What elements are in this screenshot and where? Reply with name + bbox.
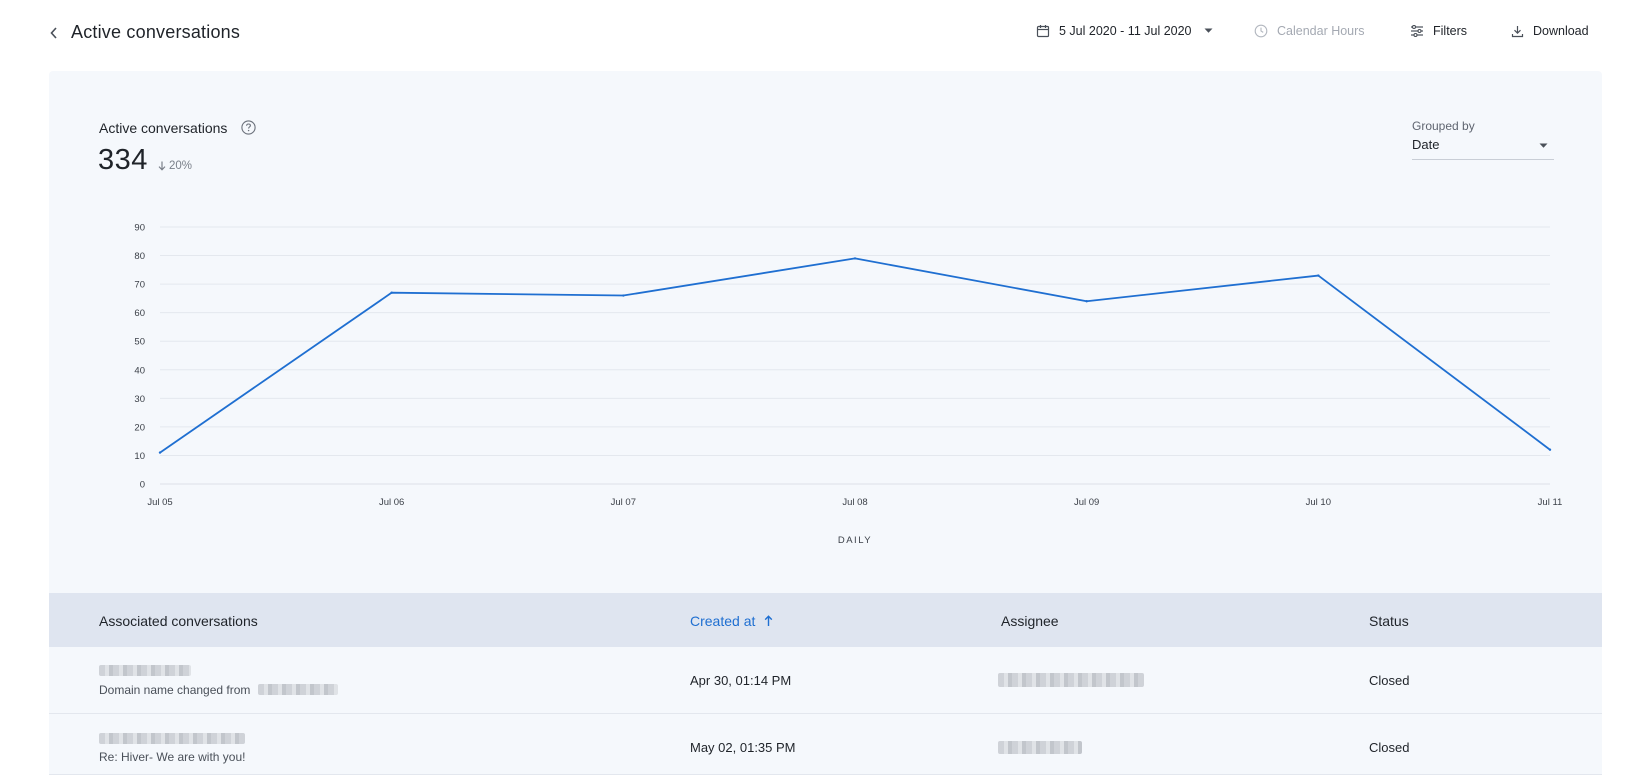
y-tick-label: 30 [134, 394, 145, 405]
column-header-assignee[interactable]: Assignee [1001, 613, 1059, 629]
table-row[interactable] [49, 647, 1602, 714]
x-tick-label: Jul 07 [611, 497, 636, 508]
redacted-assignee [998, 741, 1082, 754]
date-range-picker[interactable]: 5 Jul 2020 - 11 Jul 2020 [1036, 24, 1213, 38]
date-range-label: 5 Jul 2020 - 11 Jul 2020 [1059, 24, 1192, 38]
x-axis-label: DAILY [838, 535, 872, 546]
caret-down-icon [1204, 28, 1213, 33]
download-icon [1511, 25, 1524, 37]
metric-delta: 20% [158, 160, 192, 172]
y-tick-label: 10 [134, 451, 145, 462]
download-button[interactable]: Download [1511, 24, 1589, 38]
data-point-jul-09 [1085, 300, 1088, 303]
caret-down-icon [1539, 143, 1548, 148]
column-header-created-at[interactable]: Created at [690, 613, 773, 629]
table-row[interactable] [49, 714, 1602, 775]
chevron-left-icon [50, 27, 57, 39]
x-tick-label: Jul 11 [1538, 497, 1563, 508]
data-point-jul-08 [853, 257, 857, 260]
redacted-sender [99, 665, 191, 676]
y-tick-label: 20 [134, 422, 145, 433]
page-title: Active conversations [71, 22, 241, 42]
top-bar: Active conversations 5 Jul 2020 - 11 Jul… [0, 0, 1628, 68]
grouped-by-label: Grouped by [1412, 119, 1475, 133]
metric-value: 334 [98, 144, 148, 176]
y-tick-label: 80 [134, 251, 145, 262]
help-icon[interactable] [241, 120, 256, 140]
y-tick-label: 40 [134, 365, 145, 376]
calendar-icon [1036, 25, 1050, 38]
x-tick-label: Jul 10 [1306, 497, 1331, 508]
grouped-by-value: Date [1412, 137, 1440, 152]
calendar-hours-toggle[interactable]: Calendar Hours [1254, 24, 1365, 38]
calendar-hours-label: Calendar Hours [1277, 24, 1365, 38]
y-tick-label: 60 [134, 308, 145, 319]
data-point-jul-10 [1317, 274, 1320, 277]
created-at-value: Apr 30, 01:14 PM [690, 673, 792, 688]
filters-label: Filters [1433, 24, 1468, 38]
data-point-jul-05 [158, 451, 162, 454]
conversation-subject[interactable]: Domain name changed from [99, 683, 251, 697]
redacted-subject-part [258, 684, 338, 695]
x-tick-label: Jul 05 [147, 497, 172, 508]
data-point-jul-07 [622, 294, 625, 297]
grouped-by-select[interactable]: Date [1412, 136, 1554, 160]
download-label: Download [1533, 24, 1589, 38]
x-tick-label: Jul 06 [379, 497, 404, 508]
table-header [49, 593, 1602, 647]
y-tick-label: 90 [134, 223, 145, 234]
conversation-subject[interactable]: Re: Hiver- We are with you! [99, 750, 246, 764]
sort-ascending-icon [765, 615, 773, 626]
column-header-created-at-label: Created at [690, 613, 756, 629]
arrow-down-icon [158, 161, 166, 171]
x-tick-label: Jul 08 [842, 497, 867, 508]
metric-label: Active conversations [99, 120, 228, 136]
metric-delta-value: 20% [169, 160, 193, 172]
filter-sliders-icon [1411, 25, 1423, 37]
data-point-jul-06 [390, 291, 393, 294]
status-value: Closed [1369, 673, 1410, 688]
filters-button[interactable]: Filters [1410, 24, 1467, 38]
series-line-active-conversations [159, 257, 1551, 454]
created-at-value: May 02, 01:35 PM [690, 740, 796, 755]
column-header-status[interactable]: Status [1369, 613, 1409, 629]
redacted-assignee [998, 673, 1144, 687]
y-tick-label: 50 [134, 337, 145, 348]
data-point-jul-11 [1548, 448, 1552, 451]
status-value: Closed [1369, 740, 1410, 755]
active-conversations-chart: 0 10 20 30 40 50 60 70 80 90 Jul 05 Jul 06 Jul 07 Jul… [134, 223, 1563, 547]
column-header-associated-conversations[interactable]: Associated conversations [99, 613, 258, 629]
y-tick-label: 0 [140, 480, 145, 491]
y-tick-label: 70 [134, 280, 145, 291]
x-tick-label: Jul 09 [1074, 497, 1099, 508]
clock-icon [1254, 24, 1268, 38]
back-button[interactable] [44, 22, 64, 44]
redacted-sender [99, 733, 245, 744]
